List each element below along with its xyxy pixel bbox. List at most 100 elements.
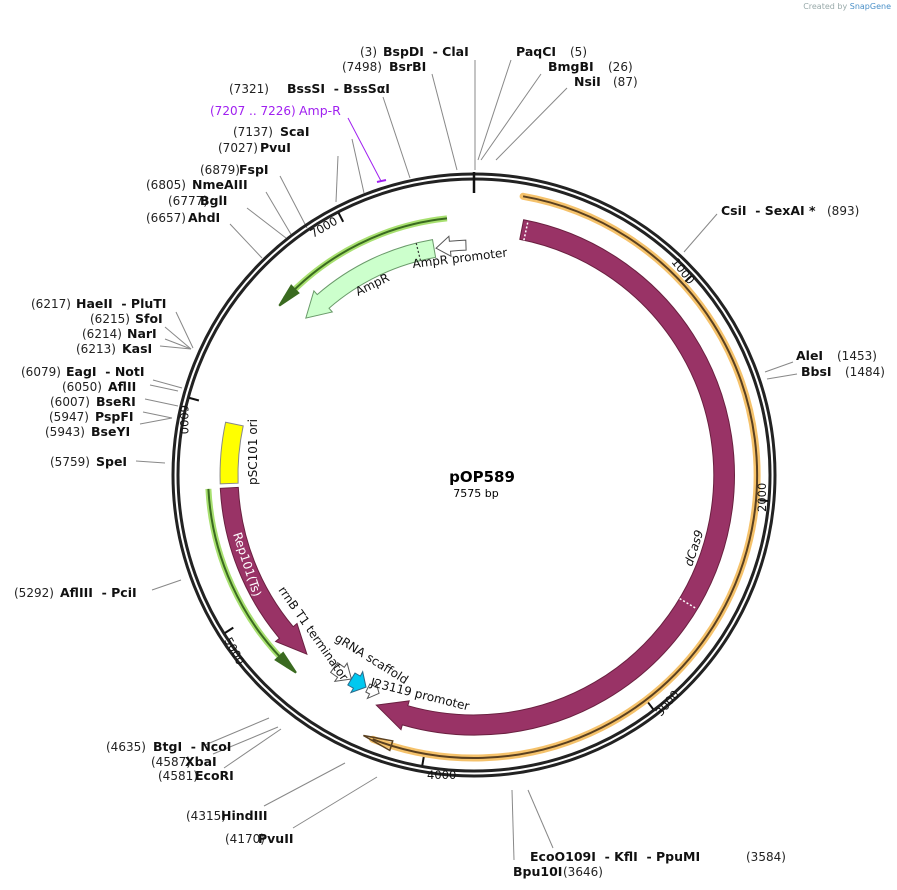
site-enzyme-name[interactable]: AhdI <box>188 210 220 225</box>
restriction-site[interactable]: (5) PaqCI <box>516 44 587 59</box>
feature-label-psc101-ori[interactable]: pSC101 ori <box>246 419 260 485</box>
site-enzyme-name[interactable]: EagI - NotI <box>66 364 145 379</box>
restriction-site[interactable]: (4315)HindIII <box>186 808 268 823</box>
restriction-site[interactable]: (4581)EcoRI <box>158 768 234 783</box>
site-leader-line <box>204 717 270 746</box>
site-position: (5) <box>570 45 587 59</box>
site-enzyme-name[interactable]: NmeAIII <box>192 177 248 192</box>
site-enzyme-name[interactable]: HaeII - PluTI <box>76 296 166 311</box>
feature-ampr[interactable] <box>305 239 437 319</box>
site-enzyme-name[interactable]: SpeI <box>96 454 127 469</box>
restriction-site[interactable]: (7137) ScaI <box>233 124 310 139</box>
rep101-outer-line[interactable] <box>207 488 290 668</box>
tick-label-4000: 4000 <box>427 768 456 782</box>
primer-binding-mark[interactable] <box>376 179 387 183</box>
restriction-site[interactable]: (4170)PvuII <box>225 831 294 846</box>
site-enzyme-name[interactable]: AflII <box>108 379 136 394</box>
site-enzyme-name[interactable]: HindIII <box>221 808 268 823</box>
restriction-site[interactable]: (6879) FspI <box>200 162 269 177</box>
restriction-site[interactable]: (5943) BseYI <box>45 424 130 439</box>
site-position: (5759) <box>50 455 90 469</box>
restriction-site[interactable]: (6214) NarI <box>82 326 157 341</box>
restriction-site[interactable]: (3584) EcoO109I - KflI - PpuMI <box>530 849 786 864</box>
restriction-site[interactable]: (6213) KasI <box>76 341 152 356</box>
site-position: (5292) <box>14 586 54 600</box>
tick-label-2000: 2000 <box>755 483 769 512</box>
restriction-site[interactable]: (6050) AflII <box>62 379 136 394</box>
restriction-site[interactable]: (3646)Bpu10I <box>513 864 603 879</box>
site-enzyme-name[interactable]: BspDI - ClaI <box>383 44 469 59</box>
restriction-site[interactable]: (6657) AhdI <box>146 210 220 225</box>
restriction-site[interactable]: (1484) BbsI <box>801 364 885 379</box>
restriction-site[interactable]: (4635) BtgI - NcoI <box>106 739 231 754</box>
restriction-site[interactable]: (7498) BsrBI <box>342 59 426 74</box>
dcas9-outer-feature-line[interactable] <box>372 195 759 759</box>
site-leader-line <box>351 138 365 194</box>
restriction-site[interactable]: (6215) SfoI <box>90 311 163 326</box>
feature-rep101[interactable] <box>219 486 308 656</box>
site-enzyme-name[interactable]: PaqCI <box>516 44 556 59</box>
restriction-site[interactable]: (6217) HaeII - PluTI <box>31 296 166 311</box>
site-position: (6777) <box>168 194 208 208</box>
feature-psc101-ori[interactable] <box>219 421 244 485</box>
site-enzyme-name[interactable]: BsrBI <box>389 59 426 74</box>
site-enzyme-name[interactable]: KasI <box>122 341 152 356</box>
site-enzyme-name[interactable]: PvuI <box>260 140 291 155</box>
site-leader-line <box>480 73 542 161</box>
restriction-site[interactable]: (6777)BglI <box>168 193 227 208</box>
restriction-site[interactable]: (5759) SpeI <box>50 454 127 469</box>
site-enzyme-name[interactable]: BssSI - BssSαI <box>287 81 390 96</box>
site-enzyme-name[interactable]: PvuII <box>258 831 294 846</box>
site-enzyme-name[interactable]: SfoI <box>135 311 163 326</box>
restriction-site[interactable]: (5947) PspFI <box>49 409 134 424</box>
site-position: (4581) <box>158 769 198 783</box>
site-leader-line <box>265 191 293 237</box>
site-enzyme-name[interactable]: Bpu10I <box>513 864 562 879</box>
feature-dcas9[interactable] <box>375 219 735 736</box>
ampr-outer-line[interactable] <box>284 217 448 300</box>
site-position: (4587) <box>151 755 191 769</box>
site-enzyme-name[interactable]: BbsI <box>801 364 832 379</box>
feature-grna-scaffold[interactable] <box>347 670 367 694</box>
site-enzyme-name[interactable]: EcoO109I - KflI - PpuMI <box>530 849 700 864</box>
restriction-site[interactable]: (6805) NmeAIII <box>146 177 248 192</box>
site-position: (5947) <box>49 410 89 424</box>
restriction-site[interactable]: (893) CsiI - SexAI * <box>721 203 859 218</box>
site-enzyme-name[interactable]: XbaI <box>185 754 217 769</box>
site-enzyme-name[interactable]: CsiI - SexAI * <box>721 203 816 218</box>
restriction-site[interactable]: (5292) AflIII - PciI <box>14 585 137 600</box>
site-enzyme-name[interactable]: BglI <box>200 193 227 208</box>
site-enzyme-name[interactable]: BseRI <box>96 394 136 409</box>
restriction-site[interactable]: (7321) BssSI - BssSαI <box>229 81 390 96</box>
restriction-site[interactable]: (26) BmgBI <box>548 59 633 74</box>
site-enzyme-name[interactable]: PspFI <box>95 409 134 424</box>
rep101-outer-arrowhead <box>274 651 297 674</box>
site-position: (7137) <box>233 125 273 139</box>
site-labels: (3) BspDI - ClaI(7498) BsrBI (5) PaqCI (26) Bm… <box>14 44 885 879</box>
restriction-site[interactable]: (4587)XbaI <box>151 754 217 769</box>
restriction-site[interactable]: (1453) AleI <box>796 348 877 363</box>
site-enzyme-name[interactable]: NarI <box>127 326 157 341</box>
site-enzyme-name[interactable]: BmgBI <box>548 59 594 74</box>
site-enzyme-name[interactable]: AleI <box>796 348 823 363</box>
site-enzyme-name[interactable]: EcoRI <box>195 768 234 783</box>
feature-ampr-promoter[interactable] <box>435 235 467 258</box>
site-position: (6050) <box>62 380 102 394</box>
restriction-site[interactable]: (3) BspDI - ClaI <box>360 44 469 59</box>
restriction-site[interactable]: (7027) PvuI <box>218 140 291 155</box>
site-enzyme-name[interactable]: FspI <box>239 162 269 177</box>
site-enzyme-name[interactable]: BtgI - NcoI <box>153 739 231 754</box>
site-enzyme-name[interactable]: AflIII - PciI <box>60 585 137 600</box>
feature-j23119-promoter[interactable] <box>365 679 380 700</box>
site-enzyme-name[interactable]: NsiI <box>574 74 601 89</box>
site-leader-line <box>151 579 182 591</box>
restriction-site[interactable]: (6007) BseRI <box>50 394 136 409</box>
restriction-site[interactable]: (87) NsiI <box>574 74 638 89</box>
site-enzyme-name[interactable]: ScaI <box>280 124 310 139</box>
restriction-site[interactable]: (6079) EagI - NotI <box>21 364 145 379</box>
primer-name[interactable]: Amp-R <box>299 103 341 118</box>
site-leader-line <box>212 726 279 755</box>
feature-rrnb-terminator[interactable] <box>329 662 353 683</box>
site-enzyme-name[interactable]: BseYI <box>91 424 130 439</box>
site-position: (87) <box>613 75 638 89</box>
